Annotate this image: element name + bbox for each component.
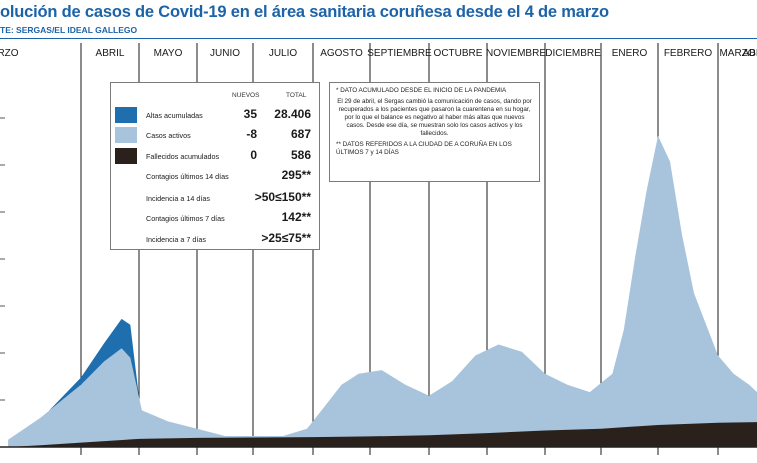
month-label: ABRIL bbox=[96, 48, 125, 59]
note-cumulative: * DATO ACUMULADO DESDE EL INICIO DE LA P… bbox=[336, 87, 507, 94]
note-sergas-change: El 29 de abril, el Sergas cambió la comu… bbox=[337, 98, 532, 137]
month-label: JUNIO bbox=[210, 48, 240, 59]
month-label: NOVIEMBRE bbox=[486, 48, 546, 59]
month-label: MARZO bbox=[719, 48, 755, 59]
chart-source: TE: SERGAS/EL IDEAL GALLEGO bbox=[0, 25, 138, 35]
legend-label-recovered: Altas acumuladas bbox=[146, 111, 203, 120]
month-labels: RZO ABRIL MAYO JUNIO JULIO AGOSTO SEPTIEMBRE OC… bbox=[0, 48, 757, 59]
legend-total-deaths: 586 bbox=[290, 148, 311, 162]
month-label: SEPTIEMBRE bbox=[367, 48, 432, 59]
legend-total-active: 687 bbox=[290, 127, 311, 141]
series-active-area bbox=[8, 135, 757, 447]
notes-box: * DATO ACUMULADO DESDE EL INICIO DE LA P… bbox=[329, 82, 540, 182]
legend-label-active: Casos activos bbox=[146, 131, 191, 140]
month-label: RZO bbox=[0, 48, 19, 59]
month-label: DICIEMBRE bbox=[545, 48, 601, 59]
note-city-data: ** DATOS REFERIDOS A LA CIUDAD DE A CORU… bbox=[336, 141, 512, 156]
legend-incidencia7-label: Incidencia a 7 días bbox=[146, 235, 206, 244]
legend-new-active: -8 bbox=[246, 127, 257, 141]
month-label: FEBRERO bbox=[664, 48, 713, 59]
legend-incidencia14-label: Incidencia a 14 días bbox=[146, 194, 210, 203]
legend-total-recovered: 28.406 bbox=[274, 107, 311, 121]
swatch-recovered bbox=[115, 107, 137, 123]
legend-col-total: TOTAL bbox=[286, 92, 307, 99]
legend-incidencia7-value: >25≤75** bbox=[261, 231, 311, 245]
legend-contagios14-value: 295** bbox=[281, 168, 311, 182]
chart-title: olución de casos de Covid-19 en el área … bbox=[0, 3, 609, 21]
legend-incidencia14-value: >50≤150** bbox=[254, 190, 311, 204]
legend-box: NUEVOS TOTAL Altas acumuladas 35 28.406 … bbox=[110, 82, 320, 250]
month-label: ENERO bbox=[612, 48, 648, 59]
swatch-deaths bbox=[115, 148, 137, 164]
legend-contagios7-value: 142** bbox=[281, 210, 311, 224]
legend-contagios7-label: Contagios últimos 7 días bbox=[146, 214, 225, 223]
legend-new-deaths: 0 bbox=[250, 148, 257, 162]
month-label: OCTUBRE bbox=[434, 48, 483, 59]
month-label: ABRIL bbox=[743, 48, 757, 59]
series-deaths-area bbox=[8, 422, 757, 447]
legend-new-recovered: 35 bbox=[243, 107, 257, 121]
month-label: AGOSTO bbox=[320, 48, 363, 59]
month-label: MAYO bbox=[154, 48, 183, 59]
legend-contagios14-label: Contagios últimos 14 días bbox=[146, 172, 229, 181]
legend-col-new: NUEVOS bbox=[232, 92, 260, 99]
series-recovered-area bbox=[48, 318, 139, 412]
swatch-active bbox=[115, 127, 137, 143]
title-rule bbox=[0, 38, 757, 39]
month-label: JULIO bbox=[269, 48, 298, 59]
chart-area: RZO ABRIL MAYO JUNIO JULIO AGOSTO SEPTIEMBRE OC… bbox=[0, 43, 757, 455]
legend-label-deaths: Fallecidos acumulados bbox=[146, 152, 220, 161]
